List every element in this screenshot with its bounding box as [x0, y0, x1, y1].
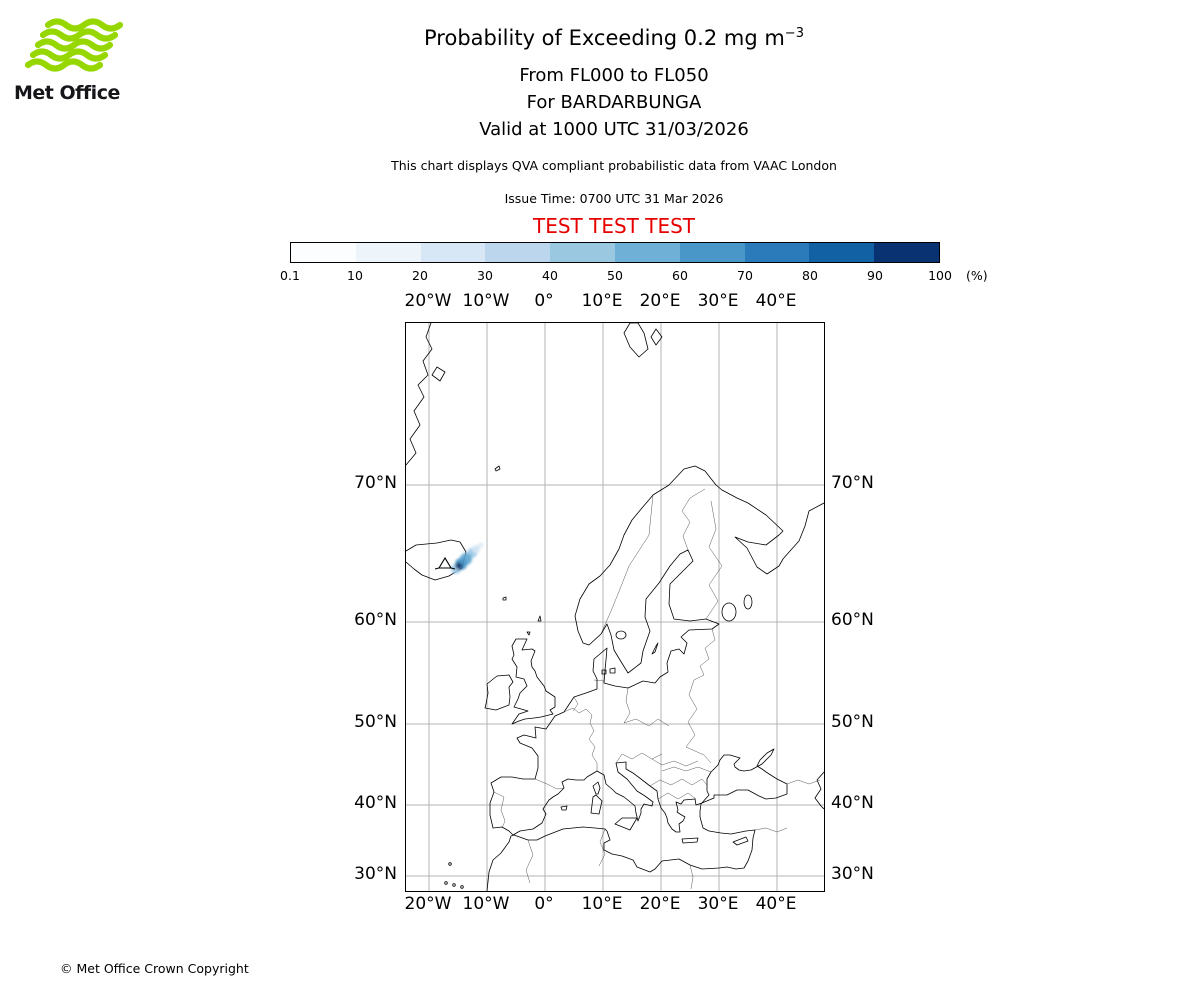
colorbar-tick: 30 [477, 268, 493, 283]
colorbar-segment [614, 243, 680, 262]
lat-label-right: 70°N [831, 473, 874, 493]
lat-label-left: 40°N [354, 793, 397, 813]
subtitle-block: From FL000 to FL050 For BARDARBUNGA Vali… [28, 62, 1200, 143]
lon-label-bottom: 40°E [755, 894, 797, 914]
lon-label-top: 20°W [404, 291, 452, 311]
lon-label-bottom: 10°E [581, 894, 623, 914]
subtitle-valid-time: Valid at 1000 UTC 31/03/2026 [479, 119, 749, 140]
lat-label-right: 50°N [831, 712, 874, 732]
ash-probability-cloud [451, 542, 484, 574]
colorbar-segment [550, 243, 615, 262]
lon-label-top: 30°E [697, 291, 739, 311]
colorbar-segment [809, 243, 875, 262]
colorbar-segment [291, 243, 356, 262]
europe-map [406, 323, 824, 891]
colorbar-unit-label: (%) [966, 268, 988, 283]
colorbar-segment [679, 243, 745, 262]
lon-label-bottom: 30°E [697, 894, 739, 914]
lon-label-bottom: 20°W [404, 894, 452, 914]
page-title: Probability of Exceeding 0.2 mg m−3 [28, 26, 1200, 50]
lon-label-top: 0° [534, 291, 554, 311]
subtitle-flight-levels: From FL000 to FL050 [519, 65, 709, 86]
colorbar-tick: 0.1 [280, 268, 300, 283]
lat-label-left: 50°N [354, 712, 397, 732]
lon-label-top: 40°E [755, 291, 797, 311]
title-main: Probability of Exceeding 0.2 mg m [424, 26, 785, 50]
lat-label-right: 40°N [831, 793, 874, 813]
met-office-logo-text: Met Office [14, 82, 120, 104]
lat-label-right: 60°N [831, 610, 874, 630]
colorbar [290, 242, 940, 263]
colorbar-tick: 50 [607, 268, 623, 283]
lat-label-left: 70°N [354, 473, 397, 493]
qva-note: This chart displays QVA compliant probab… [391, 158, 837, 173]
lon-label-bottom: 0° [534, 894, 554, 914]
copyright-text: © Met Office Crown Copyright [60, 961, 249, 976]
map-frame [405, 322, 825, 892]
met-office-logo-waves [24, 18, 124, 72]
subtitle-volcano: For BARDARBUNGA [526, 92, 702, 113]
lat-label-left: 60°N [354, 610, 397, 630]
colorbar-segment [874, 243, 939, 262]
colorbar-segment [420, 243, 486, 262]
coastlines [406, 323, 824, 891]
lat-label-right: 30°N [831, 864, 874, 884]
title-exponent: −3 [784, 26, 804, 41]
lon-label-bottom: 10°W [462, 894, 510, 914]
colorbar-tick: 70 [737, 268, 753, 283]
test-banner: TEST TEST TEST [532, 214, 695, 238]
issue-time: Issue Time: 0700 UTC 31 Mar 2026 [504, 191, 724, 206]
colorbar-segment [485, 243, 551, 262]
met-office-logo: Met Office [14, 18, 134, 104]
colorbar-track [291, 243, 939, 262]
volcano-marker [434, 556, 456, 570]
colorbar-segment [355, 243, 421, 262]
colorbar-tick: 100 [928, 268, 952, 283]
lon-label-top: 20°E [639, 291, 681, 311]
country-borders [493, 488, 821, 890]
colorbar-tick: 80 [802, 268, 818, 283]
colorbar-tick: 60 [672, 268, 688, 283]
lat-label-left: 30°N [354, 864, 397, 884]
colorbar-tick: 40 [542, 268, 558, 283]
lon-label-bottom: 20°E [639, 894, 681, 914]
lon-label-top: 10°E [581, 291, 623, 311]
colorbar-segment [744, 243, 810, 262]
graticule-gridlines [406, 323, 824, 891]
colorbar-tick: 90 [867, 268, 883, 283]
lon-label-top: 10°W [462, 291, 510, 311]
colorbar-tick: 10 [347, 268, 363, 283]
colorbar-tick: 20 [412, 268, 428, 283]
